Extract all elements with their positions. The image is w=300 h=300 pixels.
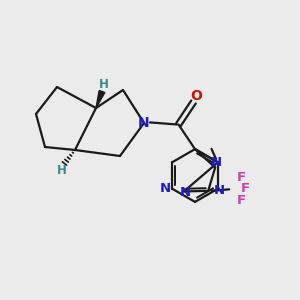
Text: N: N (211, 156, 222, 169)
Text: N: N (180, 187, 191, 200)
Text: F: F (237, 171, 246, 184)
Text: N: N (160, 182, 171, 195)
Text: O: O (190, 89, 202, 103)
Text: N: N (214, 184, 225, 197)
Polygon shape (96, 91, 105, 108)
Text: N: N (138, 116, 150, 130)
Text: H: H (57, 164, 66, 177)
Text: F: F (241, 182, 250, 195)
Text: F: F (237, 194, 246, 207)
Text: H: H (99, 78, 108, 92)
